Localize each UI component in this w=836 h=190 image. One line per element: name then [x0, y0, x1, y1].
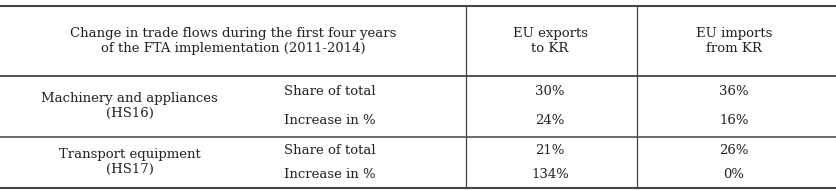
Text: Share of total: Share of total: [284, 144, 376, 157]
Text: 26%: 26%: [719, 144, 749, 157]
Text: Increase in %: Increase in %: [284, 115, 376, 127]
Text: Machinery and appliances
(HS16): Machinery and appliances (HS16): [41, 92, 218, 120]
Text: Transport equipment
(HS17): Transport equipment (HS17): [59, 148, 201, 177]
Text: 30%: 30%: [535, 85, 565, 98]
Text: 134%: 134%: [531, 168, 569, 181]
Text: Change in trade flows during the first four years
of the FTA implementation (201: Change in trade flows during the first f…: [70, 27, 396, 55]
Text: 24%: 24%: [535, 115, 565, 127]
Text: 0%: 0%: [723, 168, 745, 181]
Text: Increase in %: Increase in %: [284, 168, 376, 181]
Text: EU exports
to KR: EU exports to KR: [512, 27, 588, 55]
Text: Share of total: Share of total: [284, 85, 376, 98]
Text: 21%: 21%: [535, 144, 565, 157]
Text: 36%: 36%: [719, 85, 749, 98]
Text: EU imports
from KR: EU imports from KR: [696, 27, 772, 55]
Text: 16%: 16%: [719, 115, 749, 127]
